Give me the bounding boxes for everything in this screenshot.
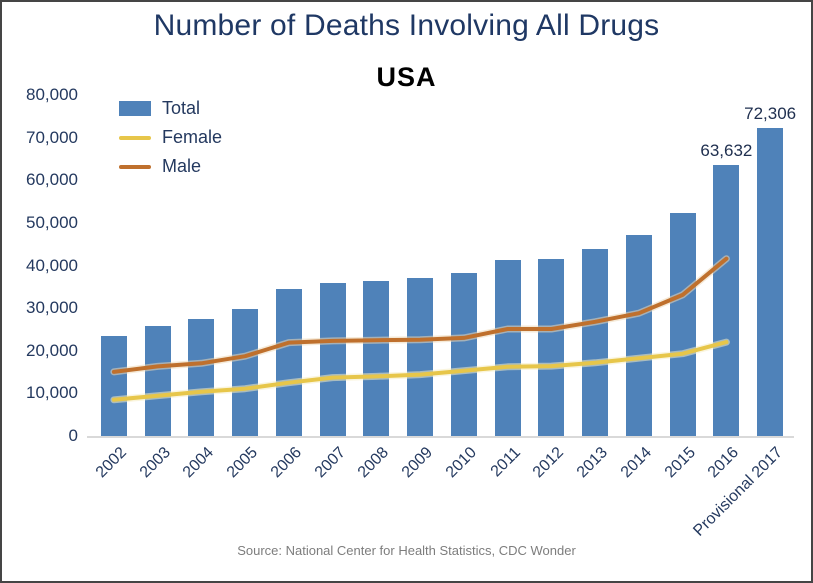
bar-slot — [267, 95, 311, 436]
total-bar — [538, 259, 565, 436]
bar-slot — [661, 95, 705, 436]
bar-slot — [705, 95, 749, 436]
bar-slot — [355, 95, 399, 436]
y-tick-label: 50,000 — [26, 212, 78, 232]
bar-slot — [136, 95, 180, 436]
bar-slot — [617, 95, 661, 436]
total-bar — [319, 282, 346, 436]
female-line — [111, 340, 729, 402]
total-bar — [275, 289, 302, 436]
y-tick-label: 30,000 — [26, 298, 78, 318]
legend-label: Male — [162, 156, 202, 176]
total-bar — [713, 164, 740, 436]
female-line-swatch-icon — [117, 132, 153, 143]
bar-value-label: 63,632 — [700, 140, 753, 160]
male-line — [111, 256, 729, 374]
y-tick-label: 40,000 — [26, 255, 78, 275]
y-tick-label: 0 — [68, 426, 78, 445]
bar-slot — [530, 95, 574, 436]
chart-subtitle: USA — [376, 62, 437, 92]
chart-title: Number of Deaths Involving All Drugs — [153, 9, 660, 42]
bar-slot — [442, 95, 486, 436]
bar-slot — [311, 95, 355, 436]
total-bar — [100, 335, 127, 436]
y-tick-label: 80,000 — [26, 85, 78, 104]
total-bar — [494, 259, 521, 436]
total-bar — [232, 308, 259, 436]
bar-value-label: 72,306 — [744, 103, 797, 123]
y-tick-label: 60,000 — [26, 170, 78, 190]
bar-slot — [398, 95, 442, 436]
plot-area — [92, 95, 792, 436]
line-series-overlay — [110, 255, 730, 404]
legend: Total Female Male — [117, 94, 223, 181]
bar-slot — [573, 95, 617, 436]
total-bar — [757, 127, 784, 436]
total-bar — [625, 235, 652, 436]
total-bar — [144, 326, 171, 436]
total-bar — [407, 278, 434, 436]
total-bar — [669, 212, 696, 436]
total-swatch-icon — [119, 101, 151, 116]
legend-label: Total — [162, 98, 201, 118]
y-tick-label: 10,000 — [26, 383, 78, 403]
total-bar — [450, 272, 477, 436]
bar-series-total — [92, 95, 792, 436]
bar-slot — [748, 95, 792, 436]
legend-label: Female — [162, 127, 223, 147]
legend-item-male: Male — [117, 152, 222, 181]
x-axis-line — [87, 436, 794, 438]
bar-slot — [223, 95, 267, 436]
total-bar — [582, 248, 609, 436]
total-bar — [188, 319, 215, 436]
legend-item-total: Total — [119, 94, 222, 123]
source-caption: Source: National Center for Health Stati… — [237, 543, 576, 558]
bar-slot — [92, 95, 136, 436]
bar-slot — [486, 95, 530, 436]
total-bar — [363, 280, 390, 436]
bar-slot — [180, 95, 224, 436]
y-tick-label: 20,000 — [26, 340, 78, 360]
y-tick-label: 70,000 — [26, 127, 78, 147]
legend-item-female: Female — [117, 123, 223, 152]
male-line-swatch-icon — [117, 161, 153, 172]
